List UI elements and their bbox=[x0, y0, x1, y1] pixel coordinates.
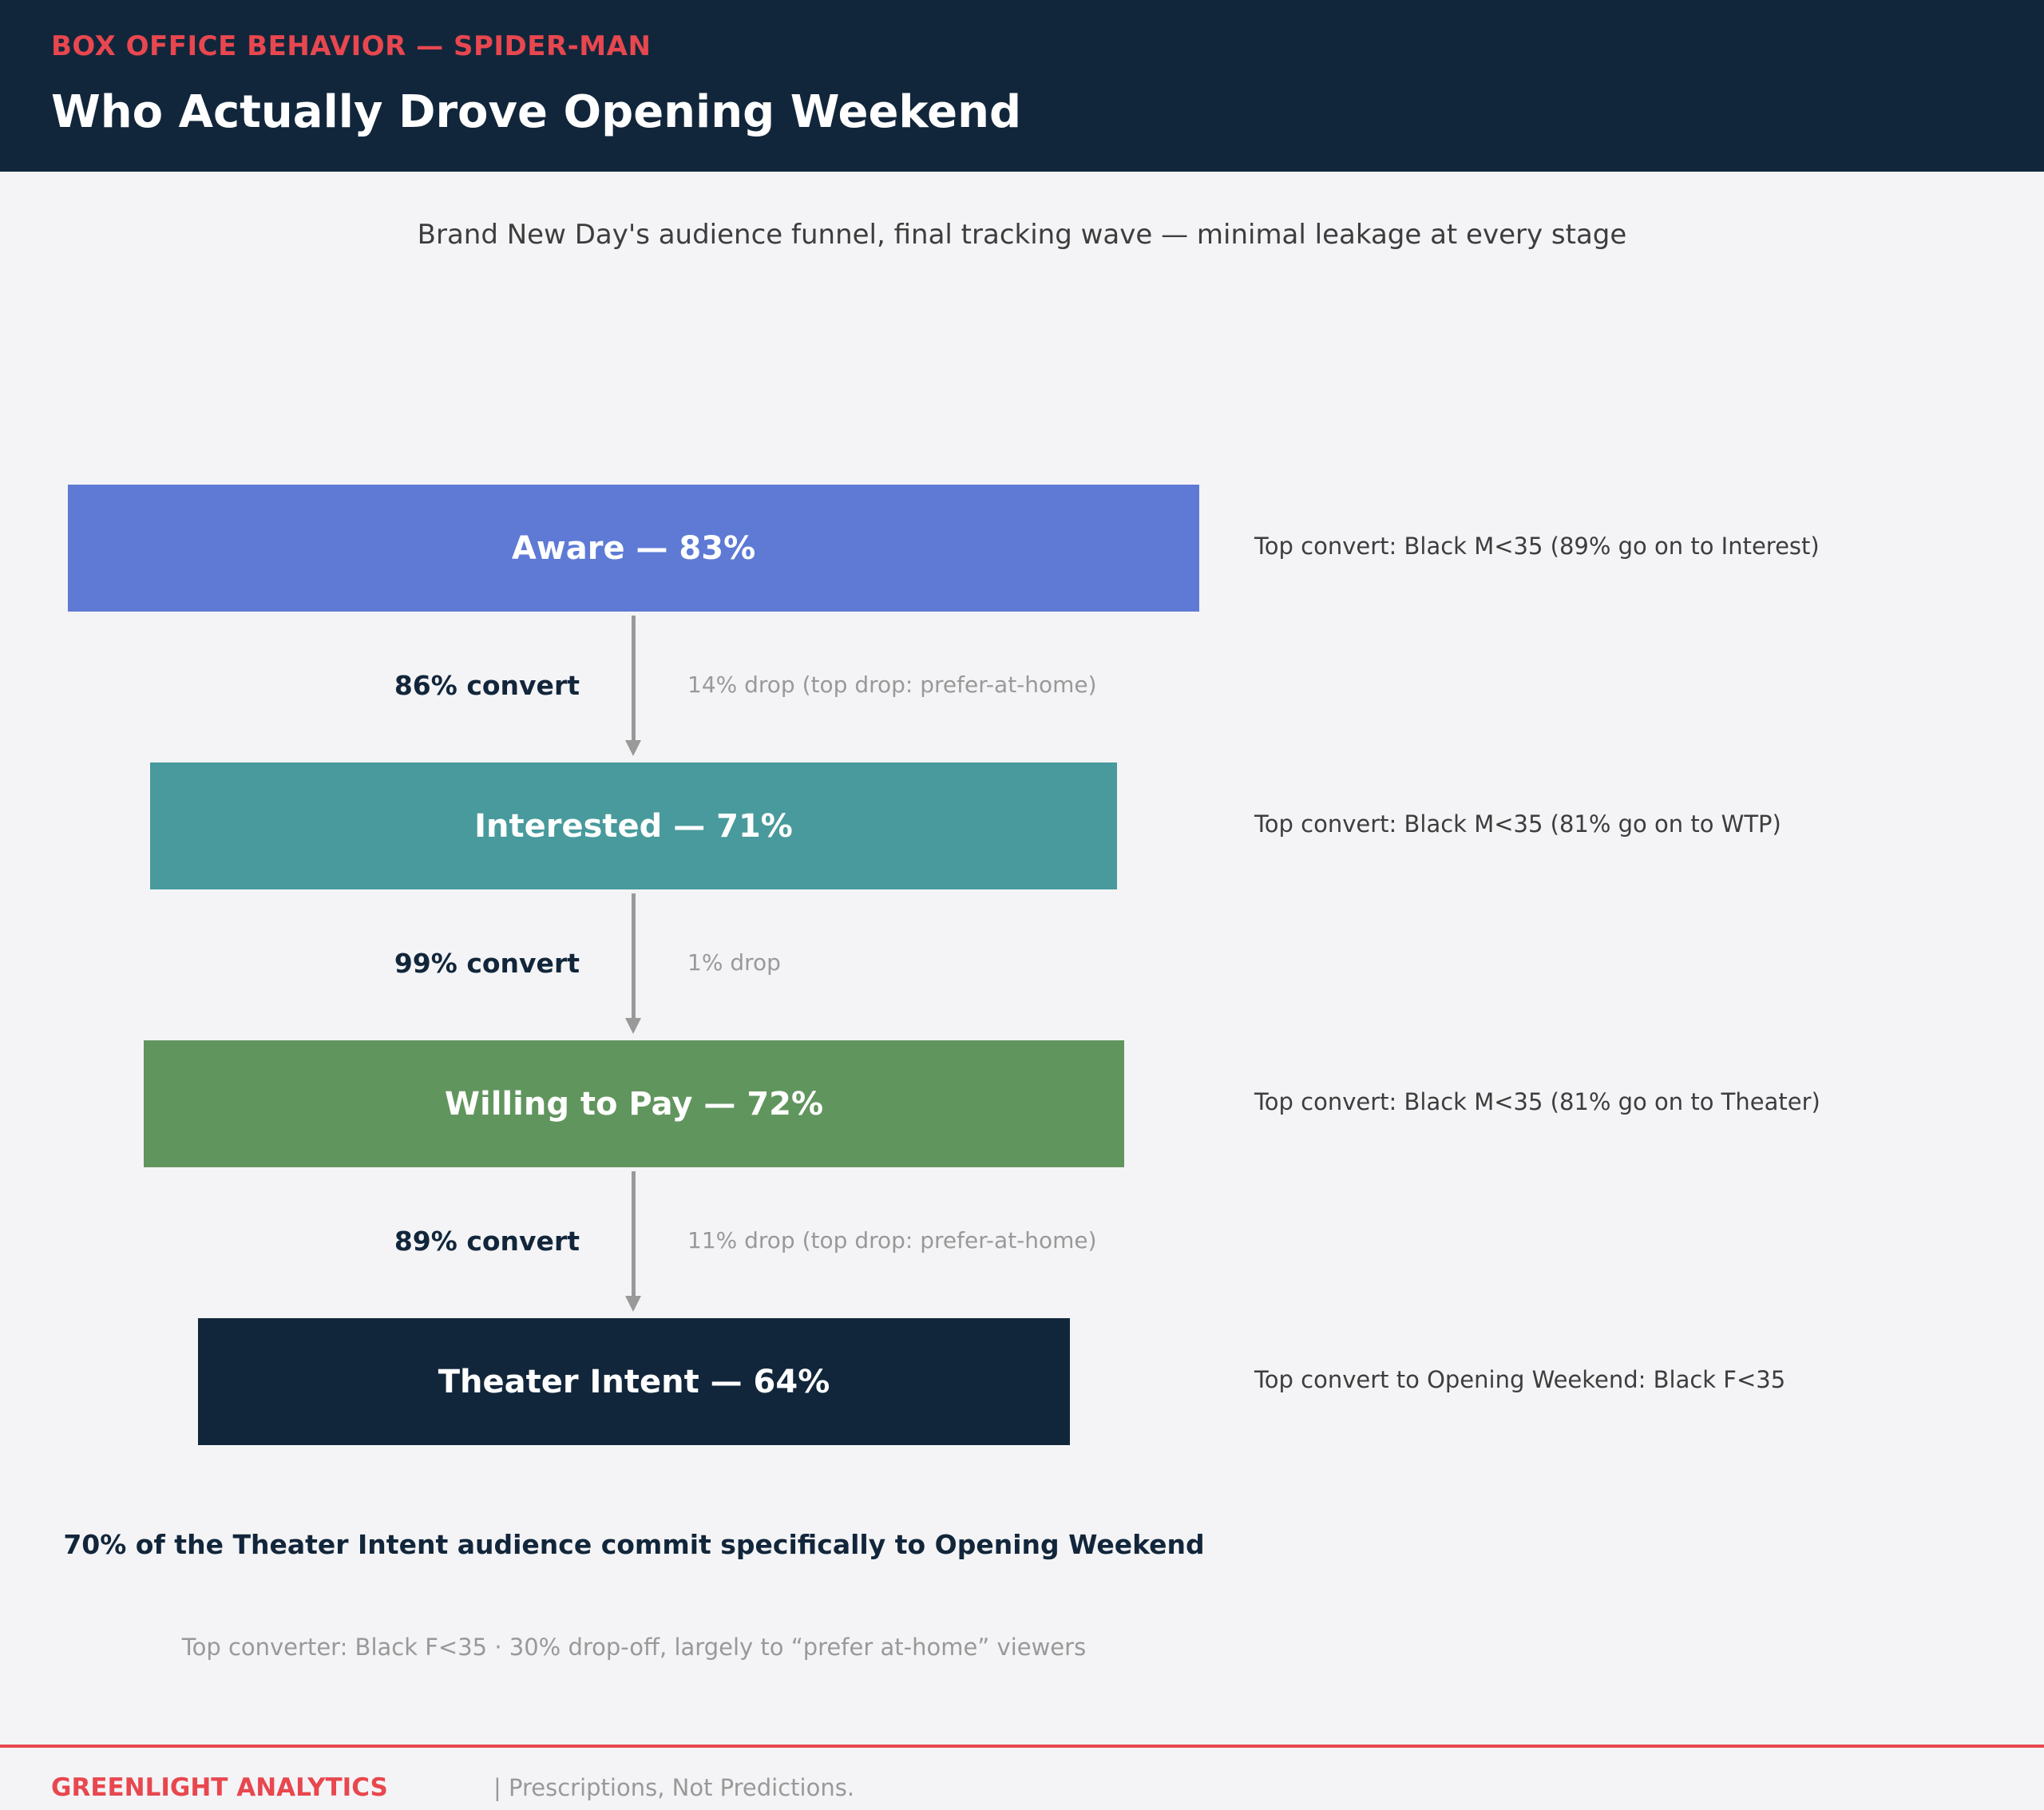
funnel-stage-label: Theater Intent — 64% bbox=[438, 1363, 830, 1400]
brand-tagline: | Prescriptions, Not Predictions. bbox=[493, 1774, 855, 1801]
arrow-head-icon bbox=[625, 740, 641, 756]
header-bar: BOX OFFICE BEHAVIOR — SPIDER-MAN Who Act… bbox=[0, 0, 2044, 172]
stage-note-interested: Top convert: Black M<35 (81% go on to WT… bbox=[1254, 810, 1781, 838]
funnel-stage-theater-intent: Theater Intent — 64% bbox=[198, 1318, 1070, 1445]
convert-rate: 86% convert bbox=[394, 670, 580, 701]
drop-rate: 1% drop bbox=[687, 949, 781, 976]
stage-note-willing-to-pay: Top convert: Black M<35 (81% go on to Th… bbox=[1254, 1088, 1820, 1115]
summary-detail: Top converter: Black F<35 · 30% drop-off… bbox=[181, 1634, 1087, 1661]
brand-name: GREENLIGHT ANALYTICS bbox=[51, 1773, 388, 1802]
drop-rate: 11% drop (top drop: prefer-at-home) bbox=[687, 1227, 1097, 1254]
drop-rate: 14% drop (top drop: prefer-at-home) bbox=[687, 671, 1097, 698]
funnel-stage-aware: Aware — 83% bbox=[68, 485, 1199, 612]
kicker-label: BOX OFFICE BEHAVIOR — SPIDER-MAN bbox=[51, 30, 652, 62]
convert-rate: 89% convert bbox=[394, 1226, 580, 1257]
down-arrow-icon bbox=[632, 616, 636, 751]
arrow-head-icon bbox=[625, 1018, 641, 1034]
summary-headline: 70% of the Theater Intent audience commi… bbox=[63, 1529, 1205, 1560]
down-arrow-icon bbox=[632, 893, 636, 1029]
footer-divider bbox=[0, 1745, 2044, 1748]
stage-note-aware: Top convert: Black M<35 (89% go on to In… bbox=[1254, 533, 1820, 560]
down-arrow-icon bbox=[632, 1171, 636, 1307]
arrow-head-icon bbox=[625, 1296, 641, 1312]
funnel-stage-label: Interested — 71% bbox=[474, 807, 793, 845]
funnel-stage-willing-to-pay: Willing to Pay — 72% bbox=[144, 1040, 1124, 1167]
funnel-stage-label: Aware — 83% bbox=[511, 529, 756, 567]
funnel-stage-interested: Interested — 71% bbox=[150, 762, 1117, 889]
funnel-stage-label: Willing to Pay — 72% bbox=[444, 1085, 824, 1123]
page-title: Who Actually Drove Opening Weekend bbox=[51, 86, 1022, 138]
stage-note-theater-intent: Top convert to Opening Weekend: Black F<… bbox=[1254, 1366, 1786, 1393]
convert-rate: 99% convert bbox=[394, 948, 580, 979]
page-subtitle: Brand New Day's audience funnel, final t… bbox=[417, 219, 1627, 251]
